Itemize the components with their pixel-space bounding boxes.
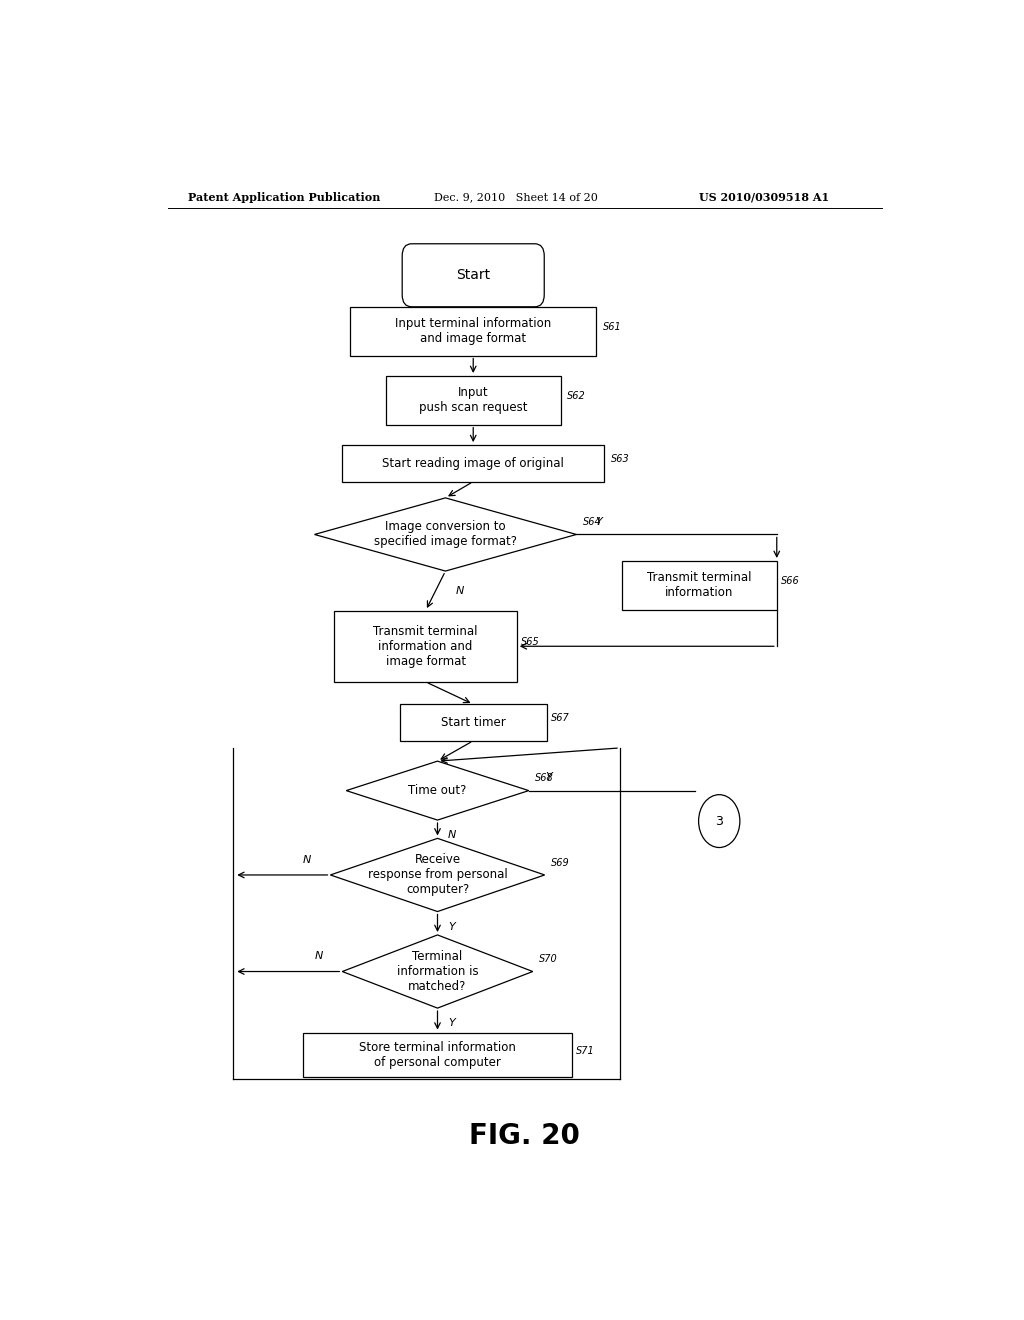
Text: Store terminal information
of personal computer: Store terminal information of personal c… [359,1041,516,1069]
Text: Dec. 9, 2010   Sheet 14 of 20: Dec. 9, 2010 Sheet 14 of 20 [433,191,597,202]
Text: Terminal
information is
matched?: Terminal information is matched? [396,950,478,993]
Text: S65: S65 [521,638,540,647]
Text: Receive
response from personal
computer?: Receive response from personal computer? [368,854,507,896]
Text: Image conversion to
specified image format?: Image conversion to specified image form… [374,520,517,549]
Text: S70: S70 [539,954,558,965]
Text: S64: S64 [583,517,601,527]
FancyBboxPatch shape [399,704,547,741]
Text: Transmit terminal
information and
image format: Transmit terminal information and image … [374,624,478,668]
Text: S61: S61 [602,322,622,333]
Text: S67: S67 [551,713,569,723]
Text: FIG. 20: FIG. 20 [469,1122,581,1150]
Polygon shape [331,838,545,912]
Text: S63: S63 [610,454,630,465]
Text: Y: Y [545,772,552,783]
Polygon shape [342,935,532,1008]
FancyBboxPatch shape [350,306,596,355]
Text: Time out?: Time out? [409,784,467,797]
Polygon shape [314,498,577,572]
Text: Start reading image of original: Start reading image of original [382,457,564,470]
Text: Transmit terminal
information: Transmit terminal information [647,572,752,599]
Text: S68: S68 [536,774,554,783]
Text: N: N [302,855,310,865]
Text: Input
push scan request: Input push scan request [419,387,527,414]
FancyBboxPatch shape [386,376,560,425]
Text: Start: Start [456,268,490,282]
Text: Patent Application Publication: Patent Application Publication [187,191,380,202]
Text: Input terminal information
and image format: Input terminal information and image for… [395,317,551,346]
FancyBboxPatch shape [402,244,544,306]
FancyBboxPatch shape [334,611,517,682]
FancyBboxPatch shape [303,1032,572,1077]
Text: S71: S71 [577,1045,595,1056]
Text: Start timer: Start timer [441,715,506,729]
Text: N: N [314,952,323,961]
Polygon shape [346,762,528,820]
Text: 3: 3 [716,814,723,828]
FancyBboxPatch shape [622,561,777,610]
Text: N: N [456,586,464,597]
FancyBboxPatch shape [342,445,604,482]
Text: N: N [447,830,456,841]
Text: S62: S62 [567,391,586,401]
Text: Y: Y [595,517,602,527]
Text: US 2010/0309518 A1: US 2010/0309518 A1 [699,191,829,202]
Text: S69: S69 [551,858,569,867]
Text: Y: Y [449,921,455,932]
Text: S66: S66 [780,577,800,586]
Circle shape [698,795,740,847]
Text: Y: Y [449,1018,455,1028]
